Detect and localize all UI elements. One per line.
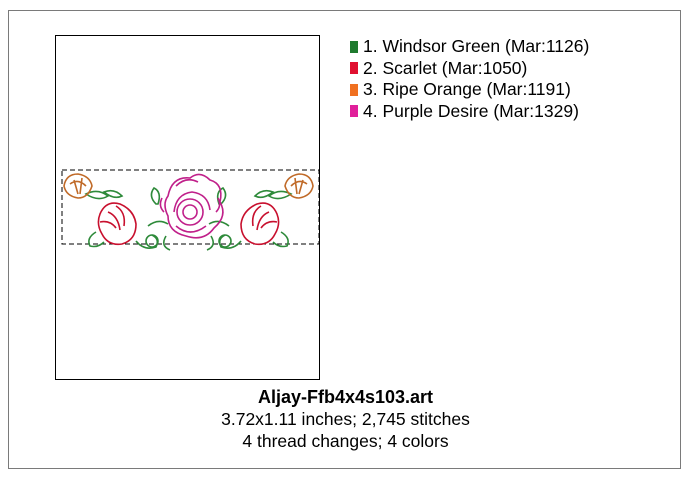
thread-label: 1. Windsor Green (Mar:1126): [363, 36, 590, 56]
thread-swatch-icon: [350, 105, 358, 118]
design-thread-changes: 4 thread changes; 4 colors: [242, 431, 449, 451]
thread-color-list: 1. Windsor Green (Mar:1126) 2. Scarlet (…: [350, 36, 589, 122]
thread-item: 3. Ripe Orange (Mar:1191): [350, 79, 589, 101]
thread-swatch-icon: [350, 83, 358, 96]
thread-item: 2. Scarlet (Mar:1050): [350, 58, 589, 80]
red-tulips: [97, 202, 280, 246]
embroidery-design-preview: [61, 169, 320, 251]
hoop-preview: [55, 35, 320, 380]
thread-label: 2. Scarlet (Mar:1050): [363, 57, 528, 78]
design-size-stitches: 3.72x1.11 inches; 2,745 stitches: [221, 409, 470, 429]
thread-swatch-icon: [350, 62, 358, 75]
thread-swatch-icon: [350, 40, 358, 53]
design-file-name: Aljay-Ffb4x4s103.art: [257, 387, 434, 407]
purple-rose: [159, 173, 224, 239]
design-bounding-box: [61, 169, 320, 245]
design-caption: Aljay-Ffb4x4s103.art 3.72x1.11 inches; 2…: [0, 386, 691, 452]
thread-item: 4. Purple Desire (Mar:1329): [350, 101, 589, 123]
thread-label: 4. Purple Desire (Mar:1329): [363, 100, 579, 121]
orange-buds: [63, 173, 314, 199]
green-leaves: [84, 186, 293, 251]
thread-label: 3. Ripe Orange (Mar:1191): [363, 79, 571, 99]
thread-item: 1. Windsor Green (Mar:1126): [350, 36, 589, 58]
